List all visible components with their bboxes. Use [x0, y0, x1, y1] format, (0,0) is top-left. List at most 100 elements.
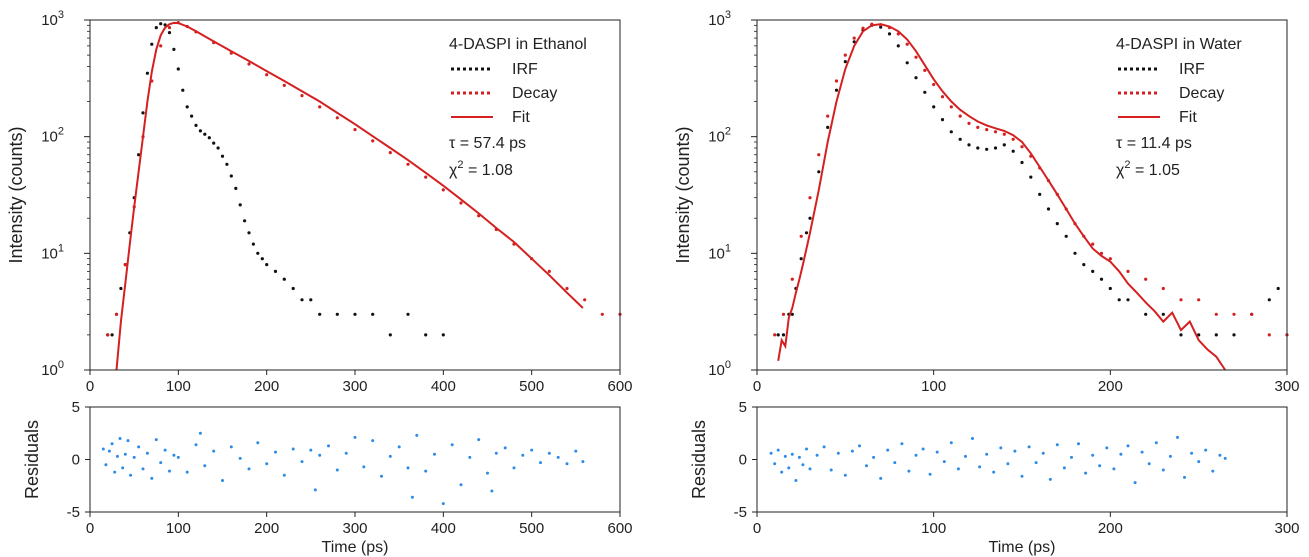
residual-point [1055, 443, 1059, 447]
irf-point [163, 23, 167, 27]
residual-point [313, 488, 317, 492]
fit-line [115, 21, 584, 371]
residual-point [971, 437, 974, 440]
legend-entry: Decay [512, 85, 557, 102]
residual-point [1048, 477, 1052, 481]
residual-point [107, 449, 111, 453]
residual-point [942, 460, 946, 464]
irf-point [300, 298, 304, 302]
residual-point [769, 451, 773, 455]
residual-point [907, 469, 911, 473]
y-tick-label: 103 [708, 9, 731, 29]
residual-point [879, 476, 883, 480]
residual-point [776, 448, 780, 452]
residual-point [836, 451, 840, 455]
residual-point [212, 449, 216, 453]
irf-point [167, 30, 172, 35]
residual-point [1027, 445, 1031, 449]
residual-point [335, 468, 339, 472]
x-tick-label: 0 [753, 378, 761, 395]
series-decay [106, 21, 622, 337]
irf-point [309, 298, 313, 302]
series-fit [777, 23, 1227, 371]
irf-point [119, 286, 123, 291]
residual-point [397, 445, 401, 449]
y-tick-label: -5 [67, 504, 80, 521]
decay-point [932, 82, 936, 87]
irf-point [190, 114, 194, 118]
residual-point [221, 479, 224, 482]
irf-point [265, 263, 269, 267]
x-tick-label: 100 [166, 378, 191, 395]
irf-point [291, 286, 295, 291]
residual-point [512, 466, 516, 470]
irf-point [1002, 143, 1006, 147]
y-tick-label: 0 [72, 452, 80, 469]
x-tick-label: 200 [254, 520, 279, 537]
decay-point [441, 188, 445, 192]
irf-point [207, 136, 211, 140]
irf-point [923, 90, 927, 94]
irf-point [388, 333, 392, 337]
residual-point [794, 479, 798, 482]
decay-point [247, 62, 251, 66]
decay-point [826, 114, 830, 118]
residual-point [198, 431, 202, 435]
irf-point [1144, 312, 1148, 316]
residual-point [1041, 451, 1045, 455]
irf-point [137, 153, 141, 157]
irf-point [879, 25, 883, 29]
irf-point [220, 154, 225, 158]
residual-point [1154, 441, 1158, 445]
decay-point [940, 95, 945, 99]
irf-point [976, 146, 980, 150]
decay-point [353, 128, 357, 132]
irf-point [198, 129, 202, 133]
decay-point [1091, 242, 1095, 246]
y-tick-label: 100 [41, 359, 64, 379]
irf-point [238, 203, 242, 207]
decay-point [335, 116, 339, 120]
decay-point [371, 139, 375, 143]
irf-point [804, 231, 809, 235]
residual-point [344, 451, 348, 455]
irf-point [932, 105, 936, 109]
irf-point [1276, 286, 1280, 291]
plot-frame [756, 19, 1288, 371]
residual-point [137, 445, 141, 449]
residual-point [808, 467, 812, 471]
residual-point [1161, 468, 1165, 472]
irf-point [940, 118, 945, 122]
irf-point [1038, 192, 1042, 196]
residual-point [371, 439, 375, 443]
irf-point [834, 88, 839, 92]
decay-point [123, 263, 127, 267]
decay-point [1214, 312, 1218, 316]
residual-point [1223, 456, 1227, 460]
y-tick-label: 102 [41, 126, 64, 146]
x-tick-label: 0 [753, 520, 761, 537]
residual-point [1070, 455, 1073, 459]
y-tick-base: 10 [41, 245, 58, 262]
irf-point [985, 147, 989, 151]
residual-point [486, 471, 489, 475]
residual-point [172, 453, 176, 457]
residual-point [380, 474, 383, 478]
residuals-panel-1: 0 100 200 300 400 500 600 -5 0 5 Residuals Time (ps… [22, 399, 633, 556]
legend: 4-DASPI in Ethanol IRF Decay Fit τ = 57.4 ps… [449, 36, 587, 179]
residual-point [477, 438, 481, 442]
chi-squared-annotation: χ2 = 1.08 [449, 159, 513, 179]
x-tick-label: 300 [1274, 520, 1299, 537]
series-decay [773, 22, 1289, 337]
residual-point [1105, 446, 1109, 450]
irf-point [826, 125, 830, 129]
residual-point [574, 449, 578, 453]
residual-point [530, 448, 534, 452]
chi-value: = 1.05 [1131, 162, 1180, 179]
irf-point [318, 312, 322, 316]
y-tick-exponent: 3 [58, 9, 64, 21]
residual-point [1098, 464, 1102, 468]
y-axis-label: Intensity (counts) [6, 126, 26, 263]
y-tick-label: 101 [708, 242, 731, 262]
